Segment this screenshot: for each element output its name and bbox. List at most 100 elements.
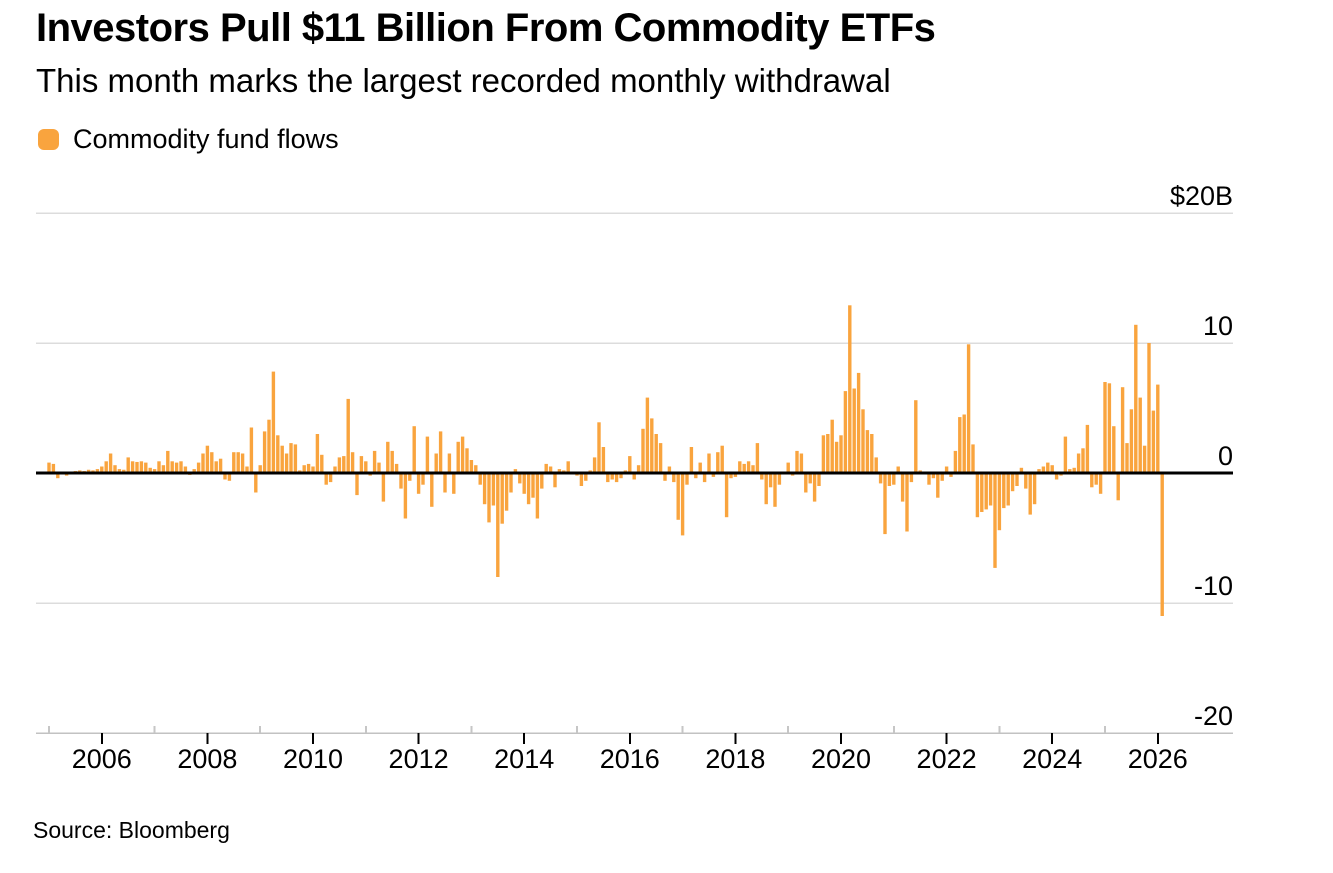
bar — [861, 409, 865, 473]
bar — [1028, 473, 1032, 515]
x-axis-label: 2026 — [1128, 744, 1188, 774]
bar — [733, 473, 738, 477]
bar — [540, 473, 544, 489]
bar — [320, 454, 324, 473]
bar — [834, 441, 839, 473]
bar — [729, 473, 733, 479]
bar — [236, 452, 240, 473]
bar — [170, 461, 174, 473]
bar — [386, 441, 390, 473]
bar — [438, 431, 443, 473]
bar — [1081, 448, 1085, 473]
bar — [799, 453, 804, 473]
bar — [144, 462, 148, 473]
bar — [1138, 397, 1142, 473]
bar — [680, 473, 685, 536]
bar — [650, 418, 654, 473]
bar — [271, 371, 276, 473]
bar — [1024, 473, 1028, 489]
bar — [430, 473, 434, 507]
bar — [478, 473, 482, 485]
bar — [421, 473, 425, 485]
bar — [117, 469, 122, 473]
bar — [86, 469, 91, 473]
bar — [482, 473, 487, 505]
bar — [579, 473, 584, 486]
bar — [104, 461, 108, 473]
bar — [518, 473, 522, 484]
bar — [196, 462, 201, 473]
bar — [491, 473, 496, 506]
bar — [927, 473, 931, 485]
bar — [1063, 436, 1068, 473]
bar — [443, 473, 447, 493]
bar — [232, 452, 236, 473]
bar — [698, 462, 702, 473]
bar — [619, 473, 623, 479]
bar — [566, 461, 570, 473]
bar — [126, 457, 130, 473]
bar — [870, 434, 874, 473]
bar — [905, 473, 909, 532]
bar — [315, 434, 320, 473]
bar — [971, 444, 975, 473]
bar — [1002, 473, 1006, 509]
bar — [689, 447, 694, 473]
bar — [183, 466, 188, 473]
bar — [1107, 383, 1112, 473]
bar — [1076, 453, 1081, 473]
bar — [1112, 426, 1116, 473]
bar — [936, 473, 940, 498]
y-axis-label: $20B — [1170, 181, 1233, 211]
bar — [887, 473, 892, 486]
bar — [997, 473, 1002, 531]
bar — [1090, 473, 1094, 488]
bar — [139, 461, 144, 473]
bar — [812, 473, 817, 502]
bar — [1054, 473, 1059, 480]
bar — [953, 450, 958, 473]
bar — [408, 473, 412, 481]
bar — [1085, 424, 1090, 473]
bar — [95, 469, 100, 473]
bar — [1032, 473, 1037, 505]
bar — [865, 430, 870, 473]
bar — [267, 419, 271, 473]
bar — [601, 447, 606, 473]
bar — [513, 469, 518, 473]
bar — [100, 466, 104, 473]
bar — [988, 473, 993, 506]
bar — [276, 435, 280, 473]
bar — [896, 466, 900, 473]
bar — [940, 473, 944, 481]
bar — [342, 456, 346, 473]
bar — [610, 473, 614, 480]
bar — [614, 473, 619, 483]
bar — [1125, 443, 1129, 473]
bar — [909, 473, 914, 483]
bar — [826, 434, 830, 473]
bar — [636, 465, 641, 473]
x-axis-label: 2018 — [705, 744, 765, 774]
bar — [377, 462, 381, 473]
bar — [311, 466, 315, 473]
bar — [993, 473, 997, 568]
x-axis-label: 2020 — [811, 744, 871, 774]
bar — [1116, 473, 1120, 501]
bar — [958, 417, 962, 473]
bar — [949, 473, 953, 477]
bar — [984, 473, 988, 510]
chart-subtitle: This month marks the largest recorded mo… — [36, 62, 891, 99]
bar — [628, 456, 632, 473]
bar — [161, 465, 166, 473]
bar — [465, 448, 469, 473]
bar — [742, 463, 746, 473]
bar — [1151, 410, 1156, 473]
bar — [544, 463, 548, 473]
bar — [157, 461, 161, 473]
bar — [843, 391, 848, 473]
bar — [130, 461, 135, 473]
legend-label: Commodity fund flows — [73, 123, 339, 154]
commodity-fund-flows-chart: 2006 2008 2010 2012 2014 2016 2018 2020 2022 2024… — [36, 181, 1233, 774]
